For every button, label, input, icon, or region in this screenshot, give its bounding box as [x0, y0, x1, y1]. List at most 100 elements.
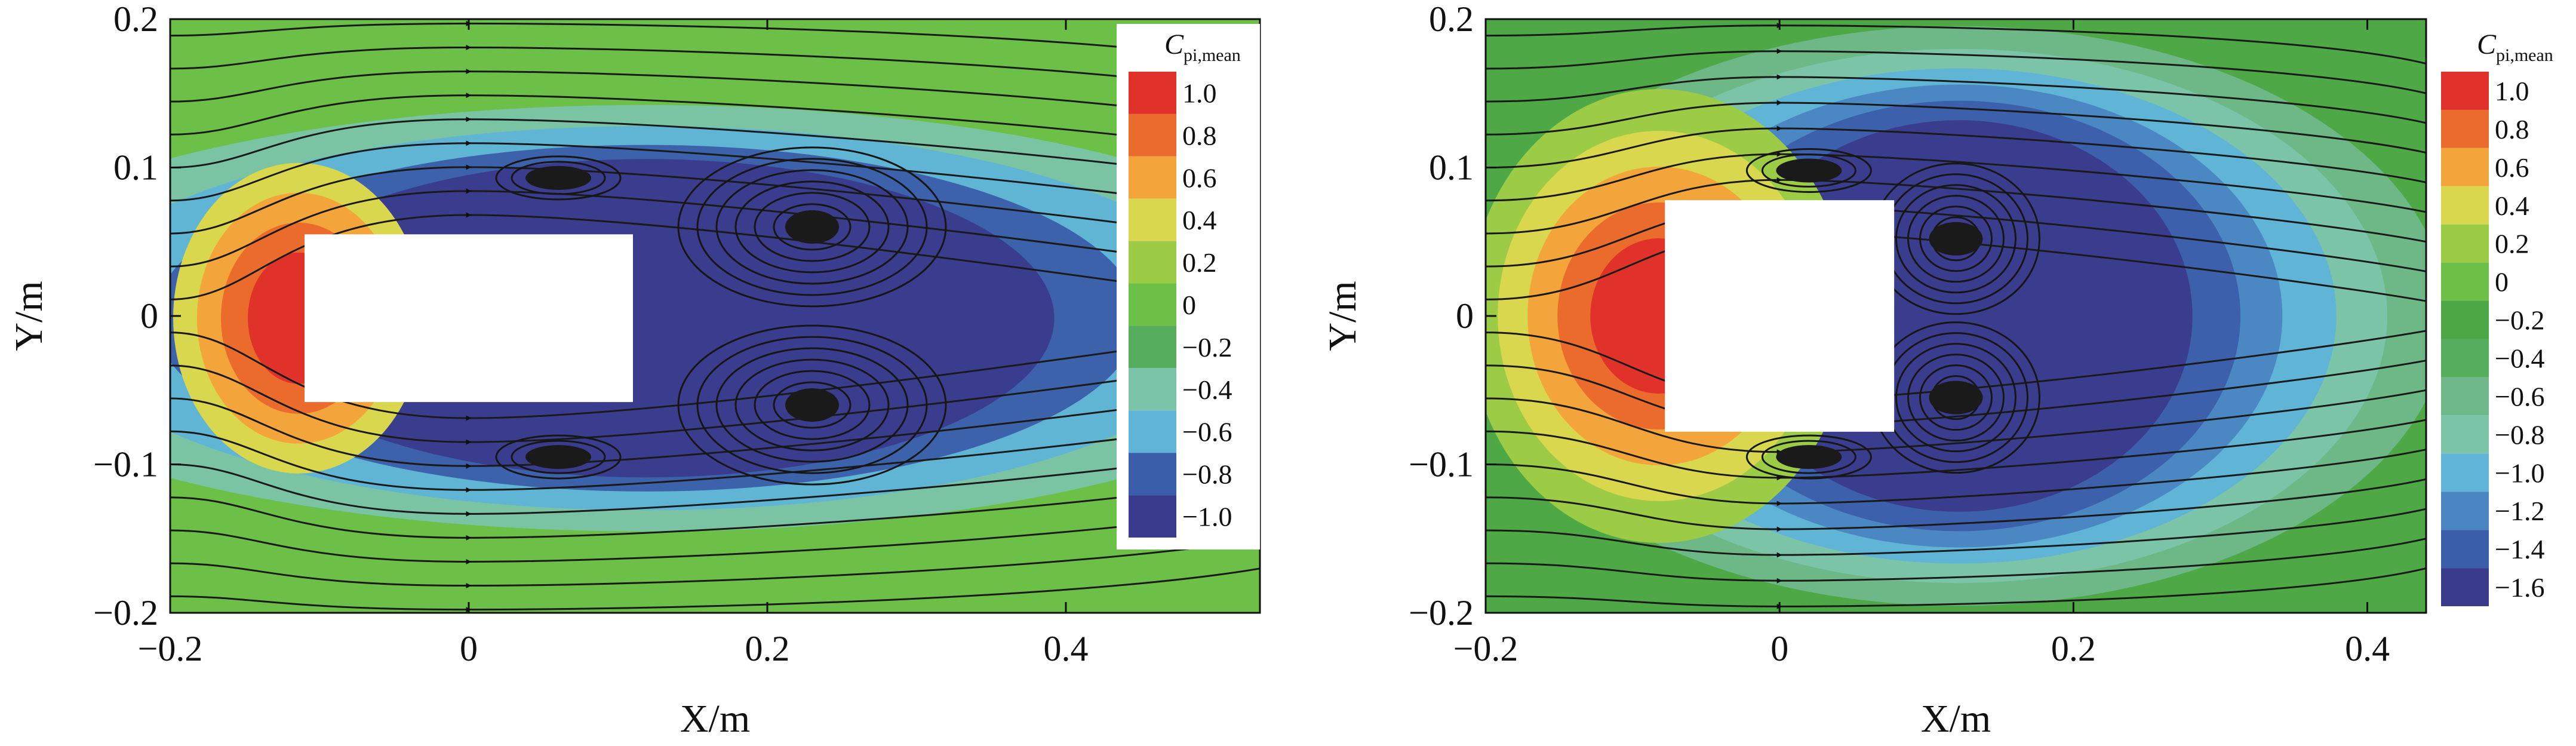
colorbar-swatch [2441, 453, 2489, 492]
vortex-ring [1919, 364, 1993, 431]
colorbar-label: 0.6 [2495, 152, 2529, 183]
vortex-ring [1761, 440, 1856, 474]
y-tick-label: 0 [140, 296, 158, 336]
streamline [1486, 567, 2426, 609]
vortex-core [1929, 222, 1983, 256]
colorbar-label: 0.2 [2495, 229, 2529, 259]
streamline [170, 449, 1260, 517]
vortex-core [525, 445, 591, 469]
vortex-ring [1761, 153, 1856, 188]
vortex-ring [1895, 184, 2016, 294]
streamline [1486, 478, 2426, 532]
vortex-ring [734, 180, 890, 274]
vortex-core [1776, 445, 1842, 469]
vortex-ring [511, 440, 606, 474]
streamline [1486, 125, 2426, 183]
vortex [677, 146, 947, 308]
vortex [495, 434, 622, 480]
streamline [170, 538, 1260, 589]
x-tick-label: −0.2 [1453, 629, 1518, 668]
colorbar-subtitle: pi,mean [1184, 45, 1241, 65]
vortex-ring [511, 161, 606, 195]
streamline [170, 360, 1260, 445]
colorbar-swatch [2441, 530, 2489, 569]
colorbar-swatch [2441, 492, 2489, 530]
vortex-core [785, 388, 839, 422]
y-tick-label: −0.1 [1409, 445, 1474, 484]
colorbar-title: C [1164, 29, 1184, 60]
x-tick-label: 0.4 [1044, 629, 1089, 668]
vortex [1745, 434, 1872, 480]
vortex-ring [715, 169, 909, 285]
y-axis-title: Y/m [7, 281, 51, 351]
obstacle [305, 234, 633, 403]
colorbar-label: −0.8 [1182, 459, 1232, 490]
colorbar-swatch [2441, 186, 2489, 225]
x-axis-title: X/m [1921, 697, 1991, 741]
colorbar-swatch [2441, 377, 2489, 416]
panel-1: −0.2 0 0.2 0.4 0.2 0.1 0 −0.1 −0.2 X/m Y/m C pi,mean… [7, 0, 1261, 741]
x-tick-label: 0.4 [2345, 629, 2390, 668]
colorbar-label: −0.6 [1182, 417, 1232, 447]
colorbar-swatch [1129, 198, 1176, 241]
vortex-core [1776, 158, 1842, 183]
streamline [1486, 508, 2426, 558]
vortex-ring [754, 192, 871, 262]
colorbar-swatch [1129, 368, 1176, 411]
vortex-ring [1907, 195, 2005, 283]
colorbar-swatch [2441, 148, 2489, 186]
streamline [1486, 74, 2426, 124]
streamline [1486, 177, 2426, 243]
colorbar-label: −0.8 [2495, 419, 2544, 450]
vortex-core [1929, 380, 1983, 415]
streamline [170, 93, 1260, 154]
plot-area [170, 19, 1260, 613]
streamline [170, 508, 1260, 564]
colorbar-label: 0.6 [1182, 162, 1217, 193]
colorbar-swatch [1129, 241, 1176, 284]
x-tick-label: 0.2 [745, 629, 790, 668]
x-tick-label: 0 [1770, 629, 1788, 668]
colorbar-swatch [1129, 283, 1176, 326]
y-tick-label: −0.2 [1409, 593, 1474, 633]
colorbar-label: 0 [2495, 267, 2509, 297]
colorbar-label: 1.0 [2495, 76, 2529, 106]
obstacle [1665, 200, 1895, 432]
colorbar-label: −0.6 [2495, 381, 2544, 412]
colorbar-label: 1.0 [1182, 78, 1217, 108]
colorbar-label: 0.2 [1182, 247, 1217, 278]
streamline [170, 116, 1260, 184]
vortex-ring [773, 203, 852, 251]
colorbar-label: −1.0 [1182, 502, 1232, 532]
colorbar-swatch [2441, 262, 2489, 301]
colorbar-label: −0.2 [1182, 332, 1232, 363]
y-tick-label: 0.1 [113, 148, 158, 188]
vortex-ring [677, 324, 947, 486]
streamline [1486, 100, 2426, 154]
vortex-ring [677, 146, 947, 308]
streamline [1486, 151, 2426, 213]
x-tick-label: 0.2 [2051, 629, 2096, 668]
vortex-ring [696, 158, 928, 296]
y-tick-label: 0.2 [1429, 0, 1474, 39]
vortex-ring [1919, 205, 1993, 272]
colorbar-swatch [2441, 72, 2489, 110]
vortex-ring [1745, 434, 1872, 480]
colorbar-swatch [1129, 156, 1176, 199]
colorbar-label: −1.4 [2495, 534, 2544, 564]
vortex [1745, 148, 1872, 193]
vortex-ring [754, 370, 871, 440]
vortex [495, 155, 622, 201]
colorbar-subtitle: pi,mean [2496, 45, 2553, 65]
vortex-ring [1745, 148, 1872, 193]
vortex-core [785, 210, 839, 244]
colorbar-label: 0.8 [1182, 120, 1217, 151]
colorbar-swatch [2441, 224, 2489, 263]
streamline [170, 44, 1260, 95]
colorbar-label: −0.4 [1182, 374, 1232, 405]
vortex-ring [715, 347, 909, 463]
x-tick-label: −0.2 [138, 629, 203, 668]
streamline [170, 330, 1260, 421]
colorbar-swatch [1129, 326, 1176, 369]
